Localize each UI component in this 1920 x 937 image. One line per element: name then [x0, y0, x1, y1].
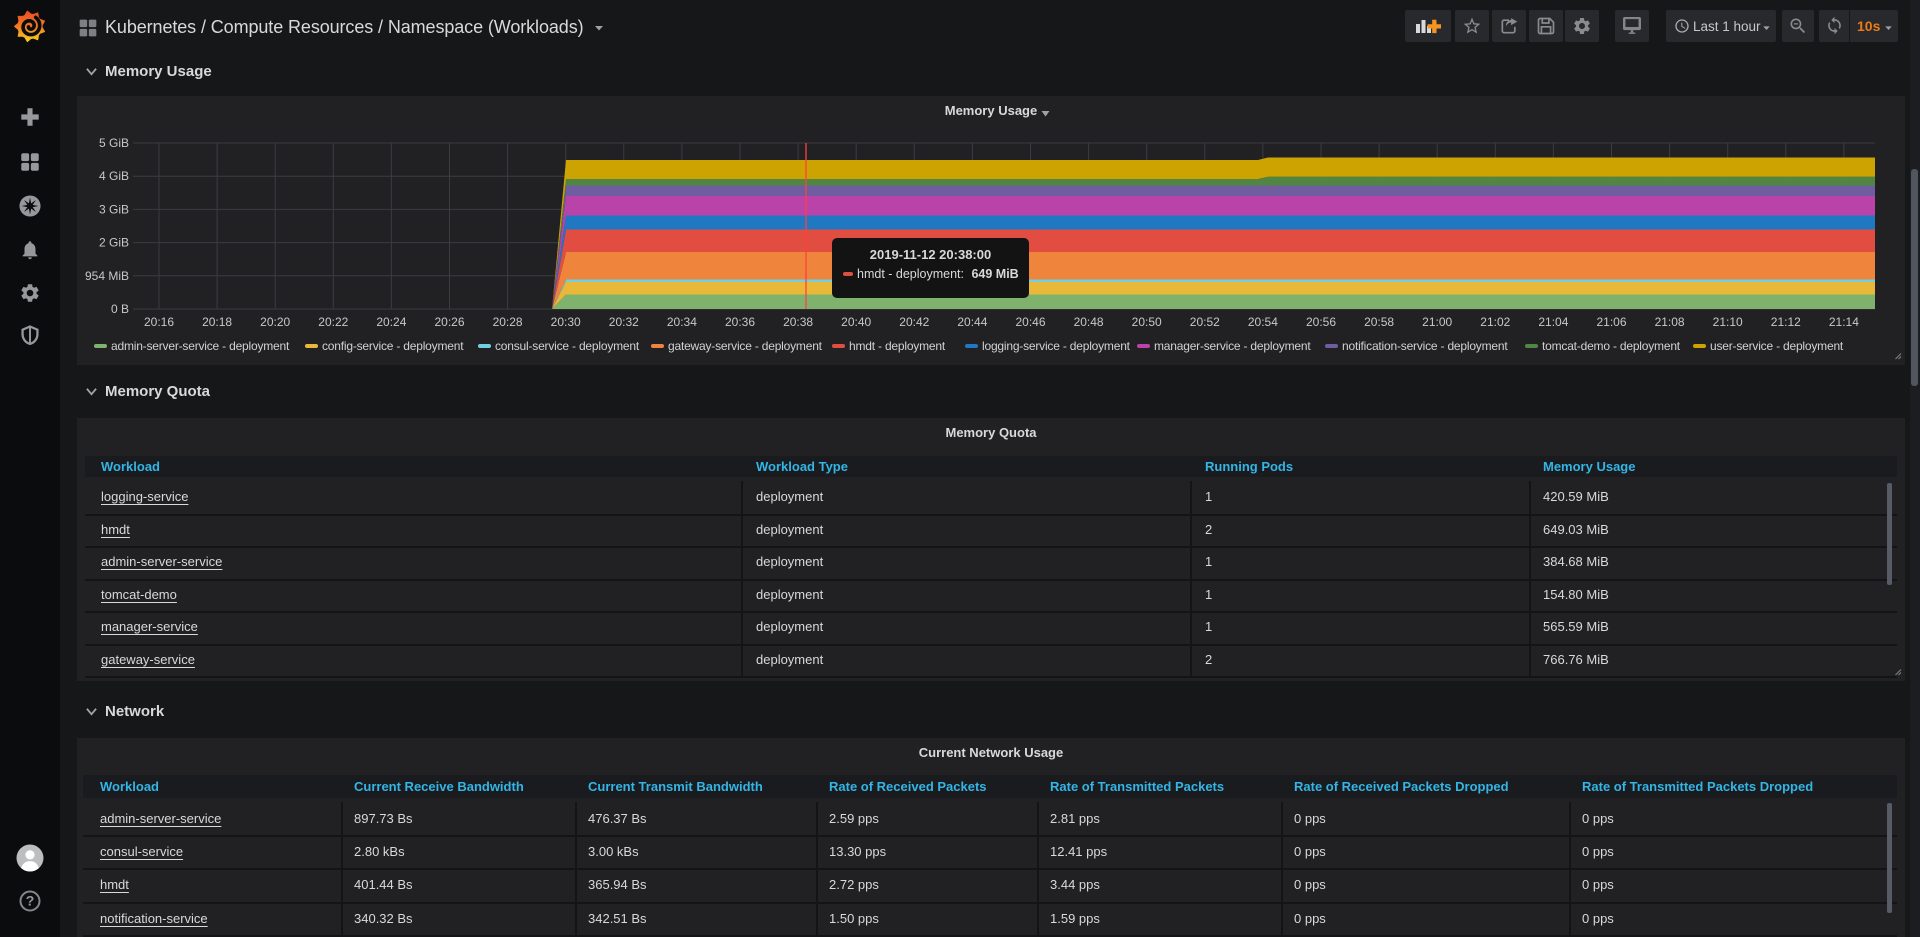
svg-text:20:42: 20:42	[899, 315, 929, 329]
svg-text:21:10: 21:10	[1713, 315, 1743, 329]
svg-text:20:18: 20:18	[202, 315, 232, 329]
svg-text:20:54: 20:54	[1248, 315, 1278, 329]
svg-text:20:20: 20:20	[260, 315, 290, 329]
svg-text:21:02: 21:02	[1480, 315, 1510, 329]
svg-text:20:56: 20:56	[1306, 315, 1336, 329]
svg-text:20:38: 20:38	[783, 315, 813, 329]
svg-text:20:24: 20:24	[376, 315, 406, 329]
svg-text:2 GiB: 2 GiB	[99, 236, 129, 250]
svg-text:20:26: 20:26	[434, 315, 464, 329]
svg-text:5 GiB: 5 GiB	[99, 136, 129, 150]
svg-text:954 MiB: 954 MiB	[85, 269, 129, 283]
svg-text:21:14: 21:14	[1829, 315, 1859, 329]
svg-text:20:36: 20:36	[725, 315, 755, 329]
svg-text:21:04: 21:04	[1538, 315, 1568, 329]
svg-text:20:58: 20:58	[1364, 315, 1394, 329]
svg-text:20:16: 20:16	[144, 315, 174, 329]
svg-text:20:48: 20:48	[1074, 315, 1104, 329]
svg-text:20:46: 20:46	[1015, 315, 1045, 329]
svg-text:20:44: 20:44	[957, 315, 987, 329]
svg-text:20:30: 20:30	[551, 315, 581, 329]
svg-text:20:40: 20:40	[841, 315, 871, 329]
svg-text:20:52: 20:52	[1190, 315, 1220, 329]
svg-text:20:28: 20:28	[493, 315, 523, 329]
svg-text:0 B: 0 B	[111, 302, 129, 316]
svg-text:21:00: 21:00	[1422, 315, 1452, 329]
svg-text:4 GiB: 4 GiB	[99, 169, 129, 183]
svg-text:20:32: 20:32	[609, 315, 639, 329]
svg-text:20:34: 20:34	[667, 315, 697, 329]
svg-text:20:22: 20:22	[318, 315, 348, 329]
svg-text:20:50: 20:50	[1132, 315, 1162, 329]
svg-text:3 GiB: 3 GiB	[99, 202, 129, 216]
svg-text:21:12: 21:12	[1771, 315, 1801, 329]
svg-text:21:08: 21:08	[1655, 315, 1685, 329]
svg-text:21:06: 21:06	[1596, 315, 1626, 329]
